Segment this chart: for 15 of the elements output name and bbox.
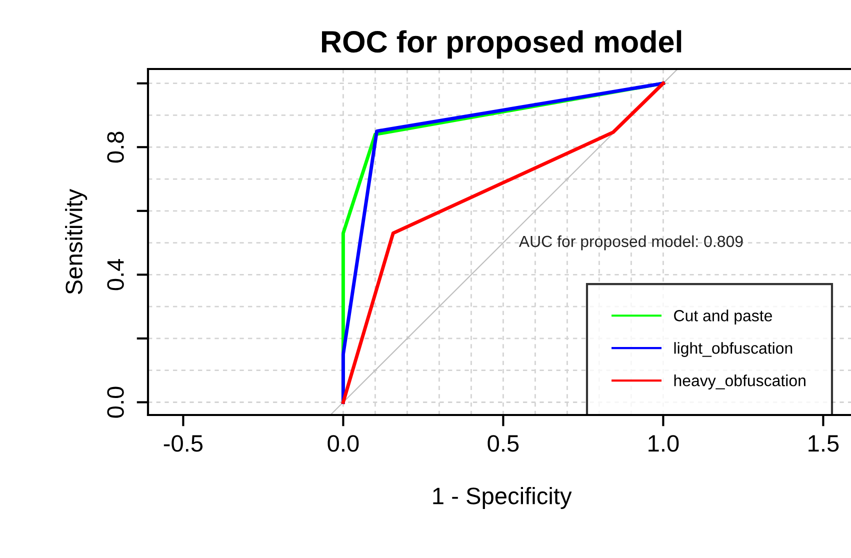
x-tick-label: 0.5 — [488, 435, 519, 452]
annotation: AUC for proposed model: 0.809 — [518, 235, 743, 250]
legend-label: light_obfuscation — [674, 342, 792, 357]
x-tick-label: 1.5 — [808, 435, 839, 452]
y-tick-label: 0.0 — [107, 386, 124, 418]
x-axis-title: 1 - Specificity — [433, 487, 572, 510]
chart-title: ROC for proposed model — [322, 30, 682, 59]
y-tick-label: 0.4 — [107, 258, 124, 290]
y-axis-title: Sensitivity — [65, 188, 88, 294]
x-tick-label: 1.0 — [648, 435, 679, 452]
legend-label: heavy_obfuscation — [674, 374, 806, 390]
y-tick-label: 0.8 — [107, 132, 124, 163]
x-tick-label: -0.5 — [164, 435, 203, 452]
x-tick-label: 0.0 — [328, 435, 359, 452]
legend-label: Cut and paste — [674, 310, 772, 325]
